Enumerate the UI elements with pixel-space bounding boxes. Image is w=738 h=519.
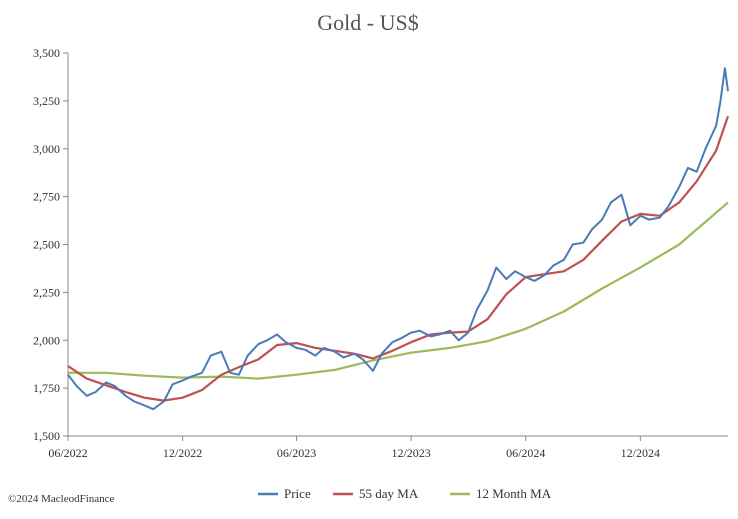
x-tick-label: 12/2024: [621, 446, 660, 460]
legend: Price 55 day MA 12 Month MA: [258, 486, 552, 501]
x-tick-label: 06/2022: [48, 446, 87, 460]
y-tick-label: 3,000: [33, 142, 60, 156]
x-tick-label: 06/2024: [506, 446, 545, 460]
legend-label: 55 day MA: [359, 486, 419, 501]
series-line-12-month-ma: [68, 201, 729, 380]
legend-label: Price: [284, 486, 311, 501]
series-line-55-day-ma: [67, 115, 730, 402]
legend-label: 12 Month MA: [476, 486, 552, 501]
series-group: [67, 67, 730, 411]
x-axis: 06/2022 12/2022 06/2023 12/2023 06/2024 12/20…: [48, 435, 728, 460]
x-tick-label: 12/2023: [391, 446, 430, 460]
y-tick-label: 3,250: [33, 94, 60, 108]
series-line-price: [67, 67, 729, 411]
y-tick-label: 1,500: [33, 429, 60, 443]
y-tick-label: 1,750: [33, 381, 60, 395]
chart-title: Gold - US$: [317, 10, 418, 35]
y-axis: 1,500 1,750 2,000 2,250 2,500 2,750 3,000 3,250…: [33, 46, 69, 443]
y-tick-label: 2,000: [33, 333, 60, 347]
footer-credit: ©2024 MacleodFinance: [8, 493, 115, 505]
x-tick-label: 06/2023: [277, 446, 316, 460]
y-tick-label: 3,500: [33, 46, 60, 60]
y-tick-label: 2,750: [33, 190, 60, 204]
y-tick-label: 2,250: [33, 285, 60, 299]
x-tick-label: 12/2022: [163, 446, 202, 460]
y-tick-label: 2,500: [33, 238, 60, 252]
